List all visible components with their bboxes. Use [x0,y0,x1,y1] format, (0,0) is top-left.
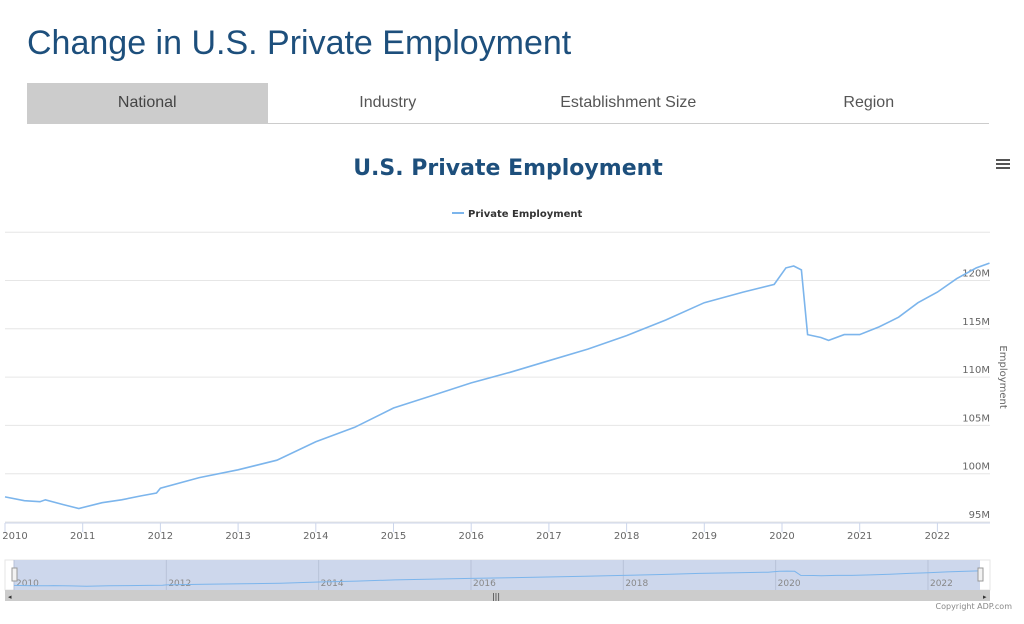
navigator-tick-label: 2016 [473,579,496,589]
page-title: Change in U.S. Private Employment [27,24,572,62]
x-tick-label: 2016 [458,531,483,542]
x-tick-label: 2011 [70,531,95,542]
navigator-tick-label: 2022 [930,579,953,589]
x-tick-label: 2015 [381,531,406,542]
scrollbar-grip-icon: ||| [492,592,500,601]
navigator-handle[interactable] [977,567,984,582]
scroll-left-arrow-icon: ◂ [8,593,12,601]
y-tick-label: 95M [969,510,990,521]
copyright: Copyright ADP.com [935,602,1012,611]
navigator-tick-label: 2020 [778,579,801,589]
tab-national[interactable]: National [27,83,268,123]
tab-establishment-size[interactable]: Establishment Size [560,94,697,111]
navigator-tick-label: 2010 [16,579,39,589]
series-line-private-employment [4,262,990,510]
x-tick-label: 2017 [536,531,561,542]
y-axis-title: Employment [997,345,1008,408]
chart-title: U.S. Private Employment [353,156,663,181]
tab-bar: National Industry Establishment Size Reg… [27,83,989,124]
navigator-series [13,570,980,587]
y-tick-label: 100M [962,462,990,473]
x-tick-label: 2013 [225,531,250,542]
scrollbar[interactable] [5,590,990,601]
x-tick-label: 2012 [148,531,173,542]
tab-region[interactable]: Region [843,94,895,111]
x-tick-label: 2014 [303,531,328,542]
hamburger-menu-icon[interactable] [996,157,1010,171]
chart: U.S. Private Employment Private Employmen… [2,156,1008,601]
y-tick-label: 105M [962,413,990,424]
navigator-tick-label: 2012 [168,579,191,589]
x-tick-label: 2022 [925,531,950,542]
x-tick-label: 2018 [614,531,639,542]
y-tick-label: 110M [962,365,990,376]
x-tick-label: 2010 [2,531,27,542]
y-tick-label: 120M [962,269,990,280]
tab-industry[interactable]: Industry [359,94,417,111]
legend-item: Private Employment [468,209,583,220]
scroll-right-arrow-icon: ▸ [983,593,987,601]
y-tick-label: 115M [962,317,990,328]
x-tick-label: 2020 [769,531,794,542]
navigator-tick-label: 2018 [625,579,648,589]
x-tick-label: 2021 [847,531,872,542]
navigator-handle[interactable] [11,567,18,582]
navigator-tick-label: 2014 [321,579,344,589]
x-tick-label: 2019 [692,531,717,542]
